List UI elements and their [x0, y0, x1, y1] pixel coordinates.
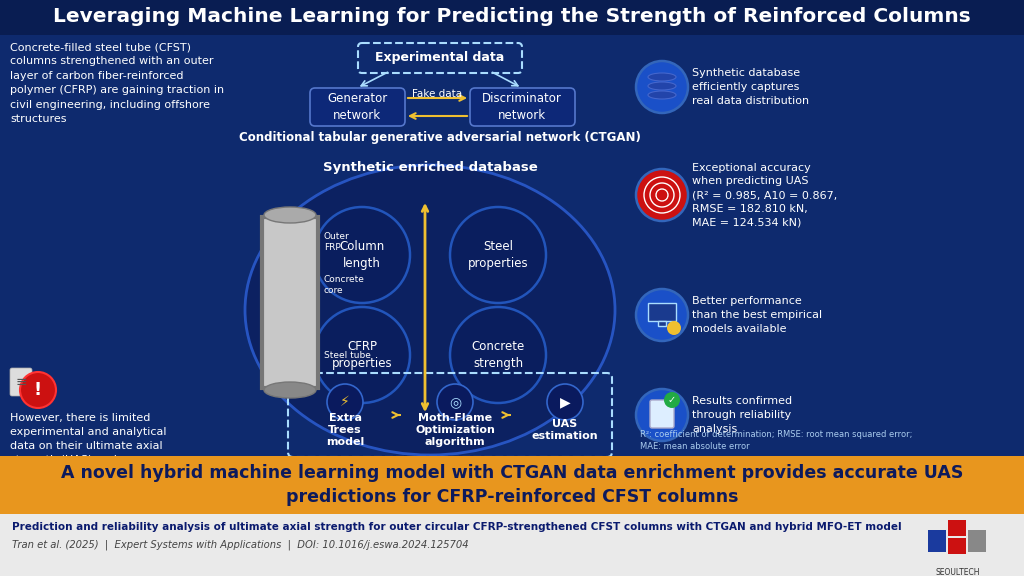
Text: Outer
FRP: Outer FRP — [324, 232, 350, 252]
Bar — [0, 0, 1024, 35]
Text: ≡: ≡ — [15, 375, 27, 389]
Text: ◎: ◎ — [449, 395, 461, 409]
Text: Concrete-filled steel tube (CFST)
columns strengthened with an outer
layer of ca: Concrete-filled steel tube (CFST) column… — [10, 42, 224, 124]
Text: Discriminator
network: Discriminator network — [482, 92, 562, 122]
Text: ⚡: ⚡ — [340, 395, 350, 409]
Circle shape — [657, 190, 667, 200]
Text: A novel hybrid machine learning model with CTGAN data enrichment provides accura: A novel hybrid machine learning model wi… — [60, 464, 964, 506]
Bar — [948, 538, 966, 554]
Ellipse shape — [648, 91, 676, 99]
Ellipse shape — [648, 73, 676, 81]
Circle shape — [667, 321, 681, 335]
Text: However, there is limited
experimental and analytical
data on their ultimate axi: However, there is limited experimental a… — [10, 413, 167, 479]
Ellipse shape — [264, 207, 316, 223]
Text: Better performance
than the best empirical
models available: Better performance than the best empiric… — [692, 297, 822, 334]
Text: Extra
Trees
model: Extra Trees model — [326, 412, 365, 448]
Text: Exceptional accuracy
when predicting UAS
(R² = 0.985, A10 = 0.867,
RMSE = 182.81: Exceptional accuracy when predicting UAS… — [692, 163, 838, 227]
Text: Leveraging Machine Learning for Predicting the Strength of Reinforced Columns: Leveraging Machine Learning for Predicti… — [53, 7, 971, 26]
Text: Column
length: Column length — [339, 240, 385, 270]
Text: R²: coefficient of determination; RMSE: root mean squared error;
MAE: mean absol: R²: coefficient of determination; RMSE: … — [640, 430, 912, 451]
Text: Concrete
core: Concrete core — [324, 275, 365, 295]
Ellipse shape — [648, 82, 676, 90]
Circle shape — [314, 207, 410, 303]
Circle shape — [636, 61, 688, 113]
Ellipse shape — [264, 382, 316, 398]
Circle shape — [20, 372, 56, 408]
Text: Results confirmed
through reliability
analysis: Results confirmed through reliability an… — [692, 396, 793, 434]
Circle shape — [450, 307, 546, 403]
Bar — [968, 530, 986, 552]
Circle shape — [437, 384, 473, 420]
Circle shape — [636, 169, 688, 221]
Bar — [0, 456, 1024, 514]
Text: Concrete
strength: Concrete strength — [471, 340, 524, 370]
Text: SEOULTECH: SEOULTECH — [936, 568, 980, 576]
Text: Moth-Flame
Optimization
algorithm: Moth-Flame Optimization algorithm — [415, 412, 495, 448]
Text: Fake data: Fake data — [412, 89, 462, 99]
FancyBboxPatch shape — [10, 368, 32, 396]
Circle shape — [636, 289, 688, 341]
FancyBboxPatch shape — [650, 400, 674, 428]
Ellipse shape — [245, 165, 615, 455]
Text: Steel tube: Steel tube — [324, 351, 371, 359]
Circle shape — [450, 207, 546, 303]
Text: Experimental data: Experimental data — [376, 51, 505, 65]
Text: Synthetic enriched database: Synthetic enriched database — [323, 161, 538, 175]
Text: CFRP
properties: CFRP properties — [332, 340, 392, 370]
Text: Synthetic database
efficiently captures
real data distribution: Synthetic database efficiently captures … — [692, 69, 809, 105]
Text: ▶: ▶ — [560, 395, 570, 409]
Bar — [262, 217, 318, 388]
Text: UAS
estimation: UAS estimation — [531, 419, 598, 441]
Circle shape — [547, 384, 583, 420]
Bar — [0, 514, 1024, 576]
Circle shape — [314, 307, 410, 403]
Bar — [948, 520, 966, 536]
Bar — [260, 215, 319, 390]
Text: ✓: ✓ — [668, 395, 676, 405]
Circle shape — [664, 392, 680, 408]
Bar — [658, 321, 666, 326]
Bar — [928, 530, 946, 552]
Text: Conditional tabular generative adversarial network (CTGAN): Conditional tabular generative adversari… — [239, 131, 641, 145]
Bar — [648, 303, 676, 321]
Circle shape — [636, 389, 688, 441]
Text: Generator
network: Generator network — [327, 92, 387, 122]
Text: Tran et al. (2025)  |  Expert Systems with Applications  |  DOI: 10.1016/j.eswa.: Tran et al. (2025) | Expert Systems with… — [12, 540, 469, 551]
Text: !: ! — [34, 381, 42, 399]
FancyBboxPatch shape — [470, 88, 575, 126]
Circle shape — [327, 384, 362, 420]
FancyBboxPatch shape — [310, 88, 406, 126]
Bar — [264, 217, 316, 388]
Text: Prediction and reliability analysis of ultimate axial strength for outer circula: Prediction and reliability analysis of u… — [12, 522, 901, 532]
Text: Steel
properties: Steel properties — [468, 240, 528, 270]
